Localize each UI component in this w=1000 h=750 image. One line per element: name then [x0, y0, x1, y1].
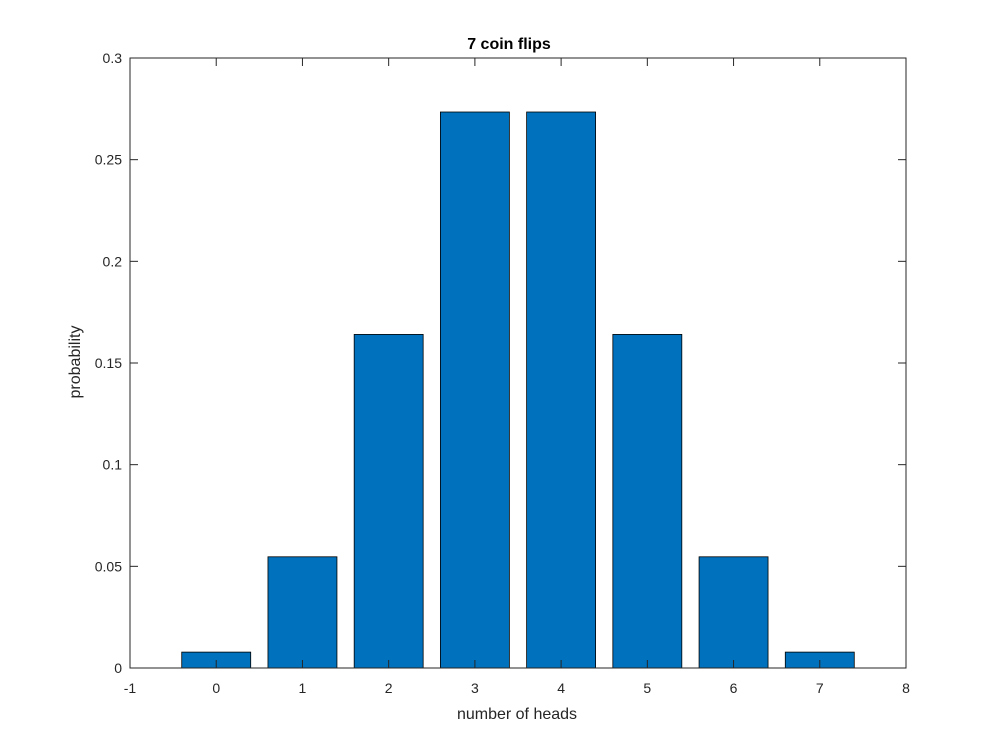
y-tick-label: 0.3 — [103, 50, 123, 66]
chart-title: 7 coin flips — [467, 36, 551, 53]
x-tick-label: 4 — [557, 680, 565, 696]
y-tick-label: 0 — [114, 660, 122, 676]
x-tick-label: 5 — [643, 680, 651, 696]
y-tick-label: 0.1 — [103, 457, 123, 473]
x-tick-label: -1 — [124, 680, 137, 696]
y-tick-label: 0.05 — [95, 558, 122, 574]
bar-heads-1 — [267, 556, 338, 669]
x-axis-ticks: -1 0 1 2 3 4 5 6 7 8 — [124, 58, 910, 696]
y-tick-label: 0.25 — [95, 152, 122, 168]
x-tick-label: 8 — [902, 680, 910, 696]
x-axis-label: number of heads — [457, 706, 577, 723]
x-tick-label: 3 — [471, 680, 479, 696]
bar-heads-2 — [353, 334, 424, 669]
x-tick-label: 7 — [816, 680, 824, 696]
bar-heads-4 — [526, 111, 596, 669]
x-tick-label: 1 — [299, 680, 307, 696]
x-tick-label: 6 — [730, 680, 738, 696]
bar-heads-6 — [698, 556, 769, 669]
bar-heads-3 — [439, 111, 510, 669]
bar-heads-5 — [612, 334, 683, 669]
y-axis-ticks: 0 0.05 0.1 0.15 0.2 0.25 0.3 — [95, 50, 906, 676]
x-tick-label: 2 — [385, 680, 393, 696]
x-tick-label: 0 — [212, 680, 220, 696]
y-axis-label: probability — [67, 326, 84, 399]
y-tick-label: 0.2 — [103, 253, 123, 269]
bars-group — [181, 111, 855, 669]
y-tick-label: 0.15 — [95, 355, 122, 371]
